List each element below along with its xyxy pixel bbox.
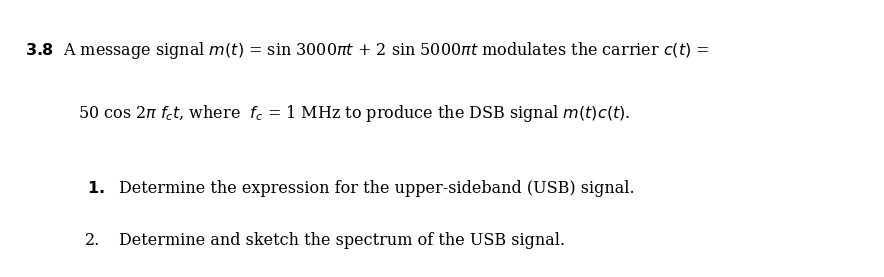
Text: $\mathbf{1.}$: $\mathbf{1.}$ (87, 179, 104, 196)
Text: 2.: 2. (85, 232, 100, 249)
Text: Determine the expression for the upper-sideband (USB) signal.: Determine the expression for the upper-s… (119, 179, 635, 196)
Text: $\mathbf{3.8}$  A message signal $m(t)$ = sin 3000$\pi t$ + 2 sin 5000$\pi t$ mo: $\mathbf{3.8}$ A message signal $m(t)$ =… (25, 40, 709, 61)
Text: 50 cos 2$\pi$ $f_c t$, where  $f_c$ = 1 MHz to produce the DSB signal $m(t)c(t)$: 50 cos 2$\pi$ $f_c t$, where $f_c$ = 1 M… (78, 103, 630, 124)
Text: Determine and sketch the spectrum of the USB signal.: Determine and sketch the spectrum of the… (119, 232, 566, 249)
